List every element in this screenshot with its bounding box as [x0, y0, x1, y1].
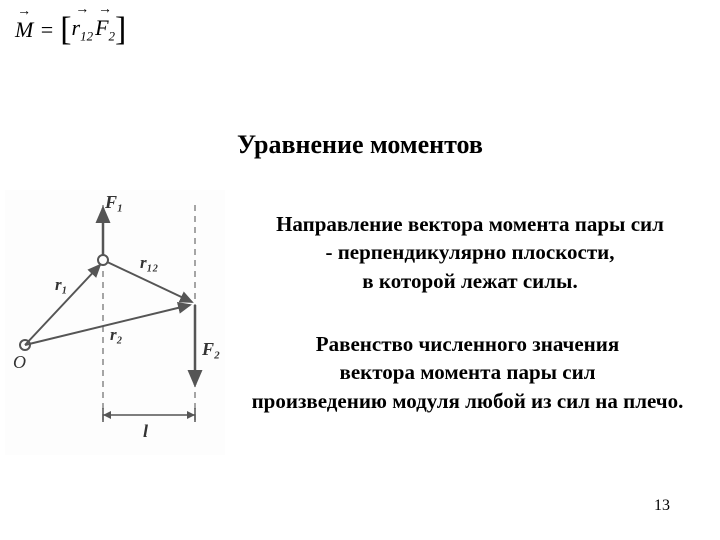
diagram-label-O: O: [13, 352, 26, 372]
formula-F2: F2: [95, 15, 115, 44]
diagram-label-r1: r₁: [55, 275, 68, 294]
formula-M: M: [15, 17, 33, 43]
formula-equals: =: [39, 17, 54, 43]
diagram-label-r2: r₂: [110, 325, 123, 344]
formula-left-bracket: [: [60, 18, 71, 42]
diagram-label-l: l: [143, 421, 148, 441]
p2-line3: произведению модуля любой из сил на плеч…: [215, 387, 720, 415]
diagram-label-r12: r₁₂: [140, 253, 159, 272]
p1-line3: в которой лежат силы.: [230, 267, 710, 295]
paragraph-direction: Направление вектора момента пары сил - п…: [230, 210, 710, 295]
paragraph-equality: Равенство численного значения вектора мо…: [215, 330, 720, 415]
p2-line1: Равенство численного значения: [215, 330, 720, 358]
p1-line1: Направление вектора момента пары сил: [230, 210, 710, 238]
force-couple-diagram: F₁ F₂ r₁ r₂ r₁₂ O l: [5, 190, 225, 455]
formula-right-bracket: ]: [115, 18, 126, 42]
p2-line2: вектора момента пары сил: [215, 358, 720, 386]
diagram-point-top: [98, 255, 108, 265]
page-number: 13: [654, 497, 670, 515]
formula-r12: r12: [72, 15, 94, 44]
diagram-label-F1: F₁: [104, 192, 123, 212]
moment-formula: M = [ r12 F2 ]: [15, 15, 126, 44]
page-title: Уравнение моментов: [0, 130, 720, 160]
p1-line2: - перпендикулярно плоскости,: [230, 238, 710, 266]
